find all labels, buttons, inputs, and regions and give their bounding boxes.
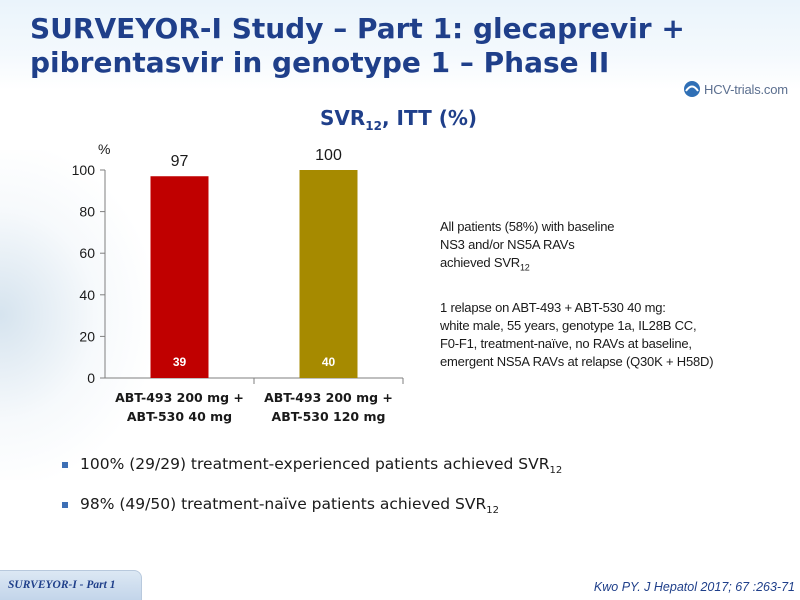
y-tick-label: 80	[79, 204, 95, 220]
slide-title-line-2: pibrentasvir in genotype 1 – Phase II	[30, 46, 610, 79]
x-category-label: ABT-530 120 mg	[272, 409, 386, 424]
logo-text: HCV-trials.com	[704, 81, 788, 97]
note-raws: All patients (58%) with baseline NS3 and…	[440, 218, 780, 277]
x-category-label: ABT-530 40 mg	[127, 409, 232, 424]
bar-n-label: 39	[173, 355, 187, 369]
y-tick-label: 0	[87, 370, 95, 386]
bullet-list: 100% (29/29) treatment-experienced patie…	[62, 455, 762, 535]
chart-title-subscript: 12	[365, 119, 382, 133]
title-band	[0, 0, 800, 90]
slide-title-line-1: SURVEYOR-I Study – Part 1: glecaprevir +	[30, 12, 685, 45]
footer-study-tab: SURVEYOR-I - Part 1	[0, 570, 142, 600]
note-relapse-line-2: white male, 55 years, genotype 1a, IL28B…	[440, 318, 697, 333]
note-relapse-line-4: emergent NS5A RAVs at relapse (Q30K + H5…	[440, 354, 714, 369]
note-raws-line-3-text: achieved SVR	[440, 255, 520, 270]
y-tick-label: 40	[79, 287, 95, 303]
note-raws-line-3: achieved SVR12	[440, 254, 780, 277]
note-relapse-line-3: F0-F1, treatment-naïve, no RAVs at basel…	[440, 336, 692, 351]
footer-reference: Kwo PY. J Hepatol 2017; 67 :263-71	[593, 580, 795, 594]
note-relapse-line-1: 1 relapse on ABT-493 + ABT-530 40 mg:	[440, 300, 666, 315]
y-tick-label: 100	[72, 162, 96, 178]
chart-title: SVR12, ITT (%)	[320, 106, 520, 133]
note-raws-line-2: NS3 and/or NS5A RAVs	[440, 237, 575, 252]
note-raws-line-3-subscript: 12	[519, 262, 530, 273]
bar	[299, 170, 358, 378]
bullet-item: 98% (49/50) treatment-naïve patients ach…	[62, 495, 762, 519]
y-axis-label: %	[98, 141, 110, 157]
note-raws-line-1: All patients (58%) with baseline	[440, 219, 615, 234]
note-relapse: 1 relapse on ABT-493 + ABT-530 40 mg: wh…	[440, 299, 780, 371]
logo-icon	[684, 81, 700, 97]
decorative-background	[0, 150, 150, 480]
chart-title-main: SVR	[320, 106, 366, 130]
bullet-item: 100% (29/29) treatment-experienced patie…	[62, 455, 762, 479]
bullet-subscript: 12	[486, 505, 499, 517]
x-category-label: ABT-493 200 mg +	[115, 390, 244, 405]
bar	[150, 176, 209, 378]
bar-value-label: 97	[171, 153, 189, 170]
chart-title-rest: , ITT (%)	[382, 106, 478, 130]
y-tick-label: 20	[79, 328, 95, 344]
bullet-subscript: 12	[549, 465, 563, 477]
bar-n-label: 40	[322, 355, 336, 369]
hcv-trials-logo: HCV-trials.com	[683, 78, 798, 100]
y-tick-label: 60	[79, 245, 95, 261]
bar-value-label: 100	[315, 147, 342, 164]
bullet-text: 100% (29/29) treatment-experienced patie…	[80, 455, 550, 473]
slide-title: SURVEYOR-I Study – Part 1: glecaprevir +…	[30, 12, 710, 80]
bullet-text: 98% (49/50) treatment-naïve patients ach…	[80, 495, 487, 513]
x-category-label: ABT-493 200 mg +	[264, 390, 393, 405]
